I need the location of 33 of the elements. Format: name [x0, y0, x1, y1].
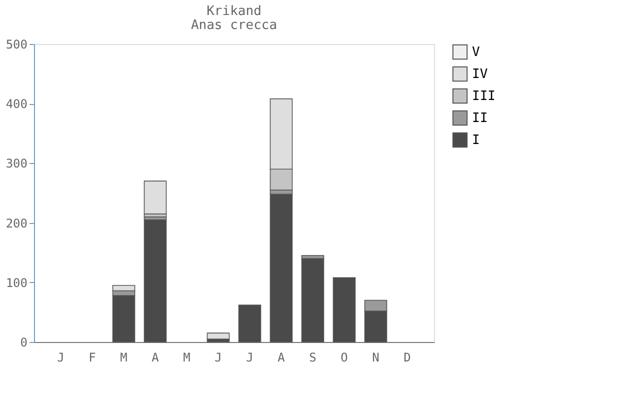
x-tick-label: A: [278, 350, 286, 364]
legend-label: V: [472, 45, 480, 60]
bar: [301, 258, 324, 342]
bar: [270, 194, 293, 342]
bar: [206, 332, 230, 340]
bar: [144, 219, 167, 342]
legend-label: III: [472, 89, 496, 104]
x-tick-label: J: [246, 350, 254, 364]
y-tick-label: 200: [6, 216, 28, 230]
x-tick-label: A: [152, 350, 160, 364]
bar: [144, 180, 167, 214]
y-tick-label: 100: [6, 276, 28, 290]
bar: [332, 277, 356, 342]
x-tick-label: O: [340, 350, 348, 364]
legend-label: IV: [472, 67, 488, 82]
x-tick-label: D: [404, 350, 411, 364]
x-tick-label: J: [214, 350, 222, 364]
legend-label: II: [472, 111, 488, 126]
x-tick-label: M: [120, 350, 128, 364]
x-tick-label: F: [88, 350, 96, 364]
y-tick-label: 400: [6, 97, 28, 112]
chart-title: Krikand: [206, 4, 262, 19]
legend-label: I: [472, 133, 480, 148]
y-tick-label: 0: [20, 336, 28, 350]
bar: [112, 295, 136, 342]
y-tick-label: 500: [6, 38, 28, 52]
x-tick-label: J: [57, 350, 64, 364]
x-tick-label: S: [309, 350, 316, 364]
bar: [238, 304, 262, 342]
chart-subtitle: Anas crecca: [190, 18, 278, 33]
x-tick-label: M: [183, 350, 190, 364]
x-tick-label: N: [372, 350, 380, 364]
y-tick-label: 300: [6, 156, 28, 171]
